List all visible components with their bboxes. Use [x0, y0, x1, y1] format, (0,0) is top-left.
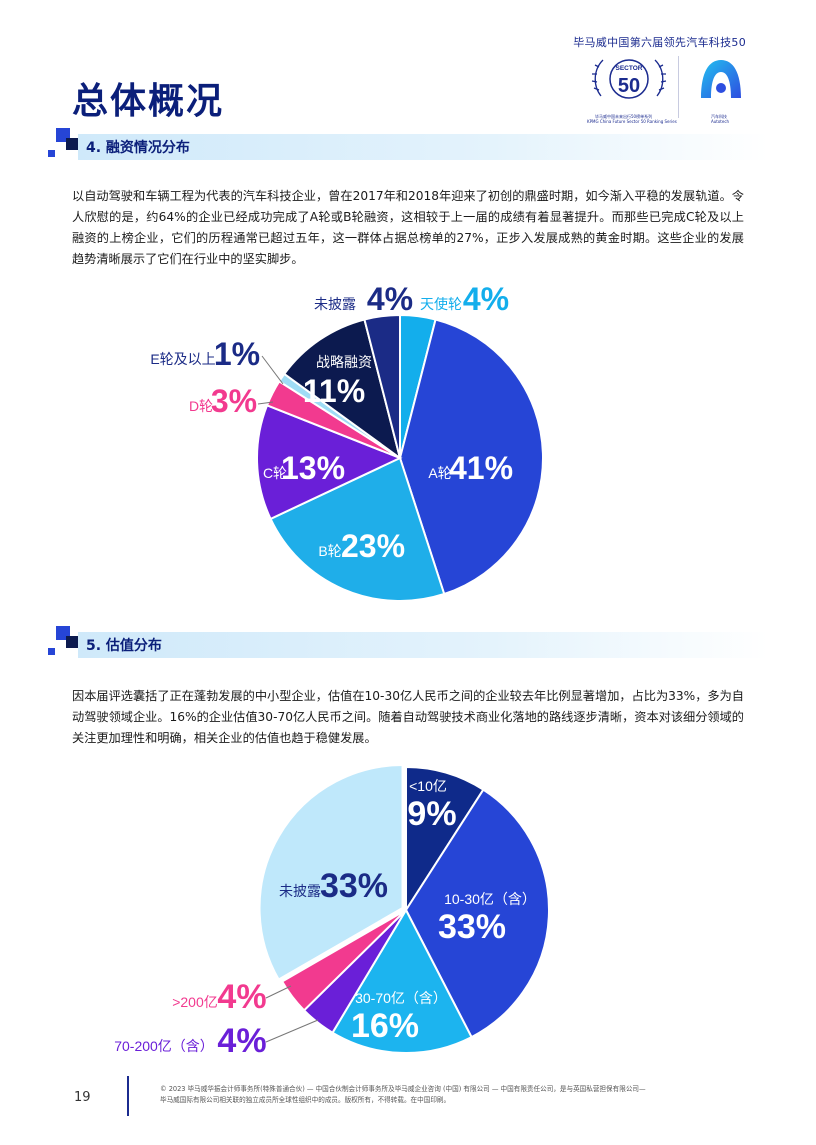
- label-c-round: C轮: [263, 465, 287, 481]
- value-over-200: 4%: [217, 978, 266, 1016]
- pie-slice: [405, 765, 485, 914]
- pie1-labels: 未披露 4% 天使轮 4% E轮及以上 1% D轮 3% 战略融资 11% C轮…: [150, 281, 513, 564]
- pie-slice: [269, 456, 446, 602]
- value-under-10: 9%: [407, 795, 456, 833]
- label-70-200: 70-200亿（含）: [114, 1038, 214, 1054]
- page-number: 19: [74, 1090, 91, 1105]
- report-series-title: 毕马威中国第六届领先汽车科技50: [573, 36, 746, 49]
- value-30-70: 16%: [351, 1007, 419, 1045]
- label-b-round: B轮: [318, 543, 341, 559]
- sector50-logo: SECTOR 50: [591, 59, 667, 99]
- footer-line-2: 毕马威国际有限公司相关联的独立成员所全球性组织中的成员。版权所有，不得转载。在中…: [160, 1096, 451, 1104]
- financing-pie-chart: 未披露 4% 天使轮 4% E轮及以上 1% D轮 3% 战略融资 11% C轮…: [150, 281, 544, 602]
- section-4-title: 4. 融资情况分布: [86, 140, 190, 156]
- label-strategic: 战略融资: [316, 354, 372, 370]
- decor-square-icon: [66, 636, 78, 648]
- footer-line-1: © 2023 毕马威华振会计师事务所(特殊普通合伙) — 中国合伙制会计师事务所…: [160, 1085, 646, 1093]
- value-10-30: 33%: [438, 908, 506, 946]
- label-e-round: E轮及以上: [150, 351, 215, 367]
- logo-number-text: 50: [618, 75, 640, 97]
- pie-slice: [331, 907, 473, 1054]
- label-over-200: >200亿: [172, 994, 218, 1010]
- value-angel: 4%: [463, 281, 509, 317]
- logo1-caption-cn: 毕马威中国未来出行50榜单系列: [595, 114, 653, 119]
- pie-slice: [398, 318, 544, 596]
- value-strategic: 11%: [303, 373, 365, 409]
- value-undisclosed: 4%: [367, 281, 413, 317]
- label-undisclosed: 未披露: [314, 296, 356, 312]
- value-d-round: 3%: [211, 383, 257, 419]
- section-5-paragraph: 因本届评选囊括了正在蓬勃发展的中小型企业，估值在10-30亿人民币之间的企业较去…: [72, 689, 744, 745]
- section-5-header: 5. 估值分布: [48, 626, 768, 658]
- label-30-70: 30-70亿（含）: [355, 990, 447, 1006]
- label-10-30: 10-30亿（含）: [444, 891, 536, 907]
- leader-line-70-200: [265, 1019, 319, 1043]
- pie-slice: [282, 318, 402, 461]
- page-title: 总体概况: [72, 81, 225, 122]
- footer-divider: [127, 1076, 129, 1116]
- label-d-round: D轮: [189, 398, 213, 414]
- logo2-caption-cn: 汽车科技: [711, 114, 727, 119]
- section-4-header: 4. 融资情况分布: [48, 128, 768, 160]
- logo-sector-text: SECTOR: [616, 65, 643, 72]
- section-title-bar: [78, 632, 768, 658]
- logo2-caption-en: Autotech: [711, 119, 730, 124]
- autotech-logo: [701, 60, 741, 98]
- decor-square-icon: [66, 138, 78, 150]
- decor-square-icon: [48, 150, 55, 157]
- value-e-round: 1%: [214, 336, 260, 372]
- leader-line-e: [261, 355, 284, 385]
- leader-line-d: [257, 401, 274, 405]
- pie-slice: [280, 909, 407, 1012]
- pie-slice: [363, 313, 401, 459]
- pie-slice: [256, 404, 403, 521]
- value-c-round: 13%: [281, 450, 345, 486]
- pie-slice: [258, 763, 404, 981]
- logo-group: SECTOR 50 毕马威中国未来出行50榜单系列 KPMG China Fut…: [585, 52, 765, 127]
- label-angel: 天使轮: [420, 296, 462, 312]
- footer-legal-text: © 2023 毕马威华振会计师事务所(特殊普通合伙) — 中国合伙制会计师事务所…: [160, 1084, 760, 1106]
- logo-divider: [678, 56, 679, 118]
- section-4-paragraph: 以自动驾驶和车辆工程为代表的汽车科技企业，曾在2017年和2018年迎来了初创的…: [72, 189, 744, 266]
- value-70-200: 4%: [217, 1022, 266, 1060]
- valuation-pie-chart: <10亿 9% 10-30亿（含） 33% 30-70亿（含） 16% 未披露 …: [114, 763, 550, 1060]
- section-5-title: 5. 估值分布: [86, 638, 162, 654]
- logo1-caption-en: KPMG China Future Sector 50 Ranking Seri…: [587, 119, 677, 124]
- value-undisclosed-2: 33%: [320, 867, 388, 905]
- value-b-round: 23%: [341, 528, 405, 564]
- decor-square-icon: [48, 648, 55, 655]
- label-undisclosed-2: 未披露: [279, 883, 321, 899]
- leader-line-over-200: [265, 985, 292, 999]
- pie2-labels: <10亿 9% 10-30亿（含） 33% 30-70亿（含） 16% 未披露 …: [114, 778, 536, 1060]
- section-title-bar: [78, 134, 768, 160]
- pie-slice: [404, 788, 550, 1039]
- label-under-10: <10亿: [409, 778, 447, 794]
- value-a-round: 41%: [449, 450, 513, 486]
- label-a-round: A轮: [428, 465, 451, 481]
